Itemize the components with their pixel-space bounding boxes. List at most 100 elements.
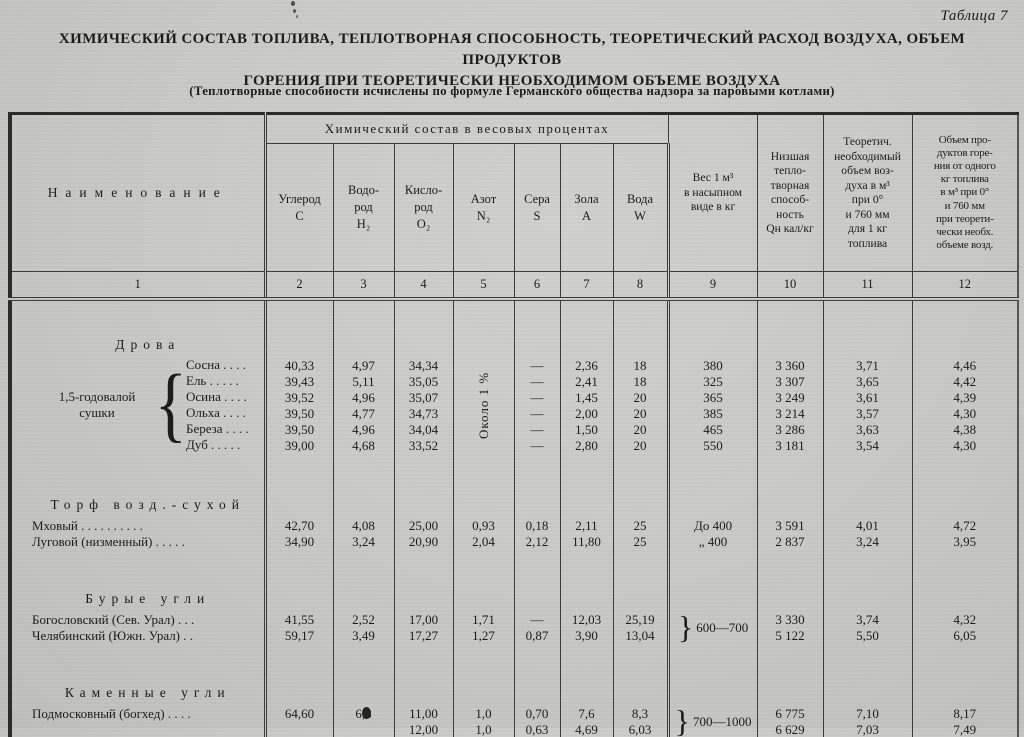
cell-vol: 7,49	[912, 721, 1019, 737]
empty-cell	[453, 453, 515, 517]
cell-air: 5,50	[823, 627, 913, 643]
cell-vol: 4,46	[912, 357, 1019, 373]
cell-s: —	[514, 357, 561, 373]
empty-cell	[265, 643, 334, 705]
cell-q: 2 837	[757, 533, 824, 549]
cell-n: 1,0	[453, 705, 515, 721]
empty-cell	[560, 453, 614, 517]
header-ash: Зола A	[560, 143, 614, 272]
range-text: 700—1000	[692, 713, 752, 729]
table-row: 39,50 4,77 34,73 —2,00 20 385 3 214 3,57 4,30	[10, 405, 1019, 421]
empty-cell	[613, 643, 670, 705]
cell-a: 1,45	[560, 389, 614, 405]
empty-cell	[757, 643, 824, 705]
empty-cell	[394, 643, 454, 705]
cell-h: 5,11	[333, 373, 395, 389]
cell-o: 20,90	[394, 533, 454, 549]
empty-cell	[453, 299, 515, 357]
cell-a: 1,50	[560, 421, 614, 437]
cell-q: 3 214	[757, 405, 824, 421]
section-heading-row: Каменные угли	[10, 643, 1019, 705]
cell-q: 6 775	[757, 705, 824, 721]
section-heading: Бурые угли	[10, 549, 267, 611]
cell-w: 13,04	[613, 627, 670, 643]
cell-h: 3,49	[333, 627, 395, 643]
empty-cell	[757, 453, 824, 517]
cell-c: 39,43	[265, 373, 334, 389]
cell-a: 2,11	[560, 517, 614, 533]
cell-air: 4,01	[823, 517, 913, 533]
col-number: 11	[823, 271, 913, 301]
col-number: 1	[10, 271, 267, 301]
empty-cell	[613, 549, 670, 611]
empty-cell	[668, 549, 758, 611]
cell-s: 0,18	[514, 517, 561, 533]
header-weight: Вес 1 м³ в насыпном виде в кг	[668, 113, 758, 272]
cell-name: Богословский (Сев. Урал) . . .	[10, 611, 267, 627]
cell-o: 34,73	[394, 405, 454, 421]
empty-cell	[333, 299, 395, 357]
header-nitrogen: Азот N₂	[453, 143, 515, 272]
cell-q: 3 591	[757, 517, 824, 533]
empty-cell	[823, 549, 913, 611]
cell-s: —	[514, 373, 561, 389]
row-name: Осина . . . .	[186, 389, 247, 404]
cell-s: —	[514, 405, 561, 421]
cell-w: 20	[613, 437, 670, 453]
empty-cell	[333, 453, 395, 517]
cell-weight: До 400	[668, 517, 758, 533]
cell-name	[10, 721, 267, 737]
cell-vol: 4,32	[912, 611, 1019, 627]
group-label: 1,5-годовалой сушки	[58, 389, 136, 420]
cell-a: 11,80	[560, 533, 614, 549]
table-row: 39,50 4,96 34,04 —1,50 20 465 3 286 3,63 4,38	[10, 421, 1019, 437]
cell-q: 3 181	[757, 437, 824, 453]
header-row-chem: Углерод С Водо- род H₂ Кисло- род O₂ Азо…	[10, 143, 1018, 272]
cell-q: 3 360	[757, 357, 824, 373]
cell-o: 12,00	[394, 721, 454, 737]
header-heating-value: Низшая тепло- творная способ- ность Qн к…	[757, 113, 824, 272]
empty-cell	[757, 299, 824, 357]
cell-s: —	[514, 611, 561, 627]
cell-n: 2,04	[453, 533, 515, 549]
cell-w: 18	[613, 357, 670, 373]
cell-weight: „ 400	[668, 533, 758, 549]
cell-s: —	[514, 421, 561, 437]
cell-o: 25,00	[394, 517, 454, 533]
cell-h: 4,96	[333, 389, 395, 405]
cell-c: 64,60	[265, 705, 334, 721]
empty-cell	[912, 643, 1019, 705]
nitrogen-note: Около 1 %	[476, 371, 491, 439]
col-number: 12	[912, 271, 1019, 301]
table-row: 39,52 4,96 35,07 —1,45 20 365 3 249 3,61 4,39	[10, 389, 1019, 405]
cell-c	[265, 721, 334, 737]
ink-speck	[291, 1, 295, 6]
row-name: Ольха . . . .	[186, 405, 246, 420]
cell-weight-range: } 700—1000	[668, 705, 758, 737]
cell-weight: 365	[668, 389, 758, 405]
col-number: 8	[613, 271, 670, 301]
page-subtitle: (Теплотворные способности исчислены по ф…	[189, 84, 835, 98]
section-heading-row: Дрова	[10, 299, 1019, 357]
cell-o: 17,00	[394, 611, 454, 627]
empty-cell	[757, 549, 824, 611]
section-heading-row: Торф возд.-сухой	[10, 453, 1019, 517]
fuel-table: Наименование Химический состав в весовых…	[8, 112, 1020, 737]
cell-vol: 4,30	[912, 437, 1019, 453]
cell-name: Луговой (низменный) . . . . .	[10, 533, 267, 549]
empty-cell	[453, 549, 515, 611]
cell-s: 0,87	[514, 627, 561, 643]
header-combustion-volume: Объем про- дуктов горе- ния от одного кг…	[912, 113, 1019, 272]
table-row: Луговой (низменный) . . . . . 34,90 3,24 20…	[10, 533, 1019, 549]
cell-name: Челябинский (Южн. Урал) . .	[10, 627, 267, 643]
section-heading: Каменные угли	[10, 643, 267, 705]
ink-blot	[362, 707, 371, 719]
cell-s: 0,63	[514, 721, 561, 737]
cell-w: 20	[613, 405, 670, 421]
empty-cell	[514, 299, 561, 357]
cell-vol: 4,42	[912, 373, 1019, 389]
cell-n: 0,93	[453, 517, 515, 533]
group-brace: {	[154, 358, 187, 451]
cell-weight: 325	[668, 373, 758, 389]
cell-w: 25,19	[613, 611, 670, 627]
